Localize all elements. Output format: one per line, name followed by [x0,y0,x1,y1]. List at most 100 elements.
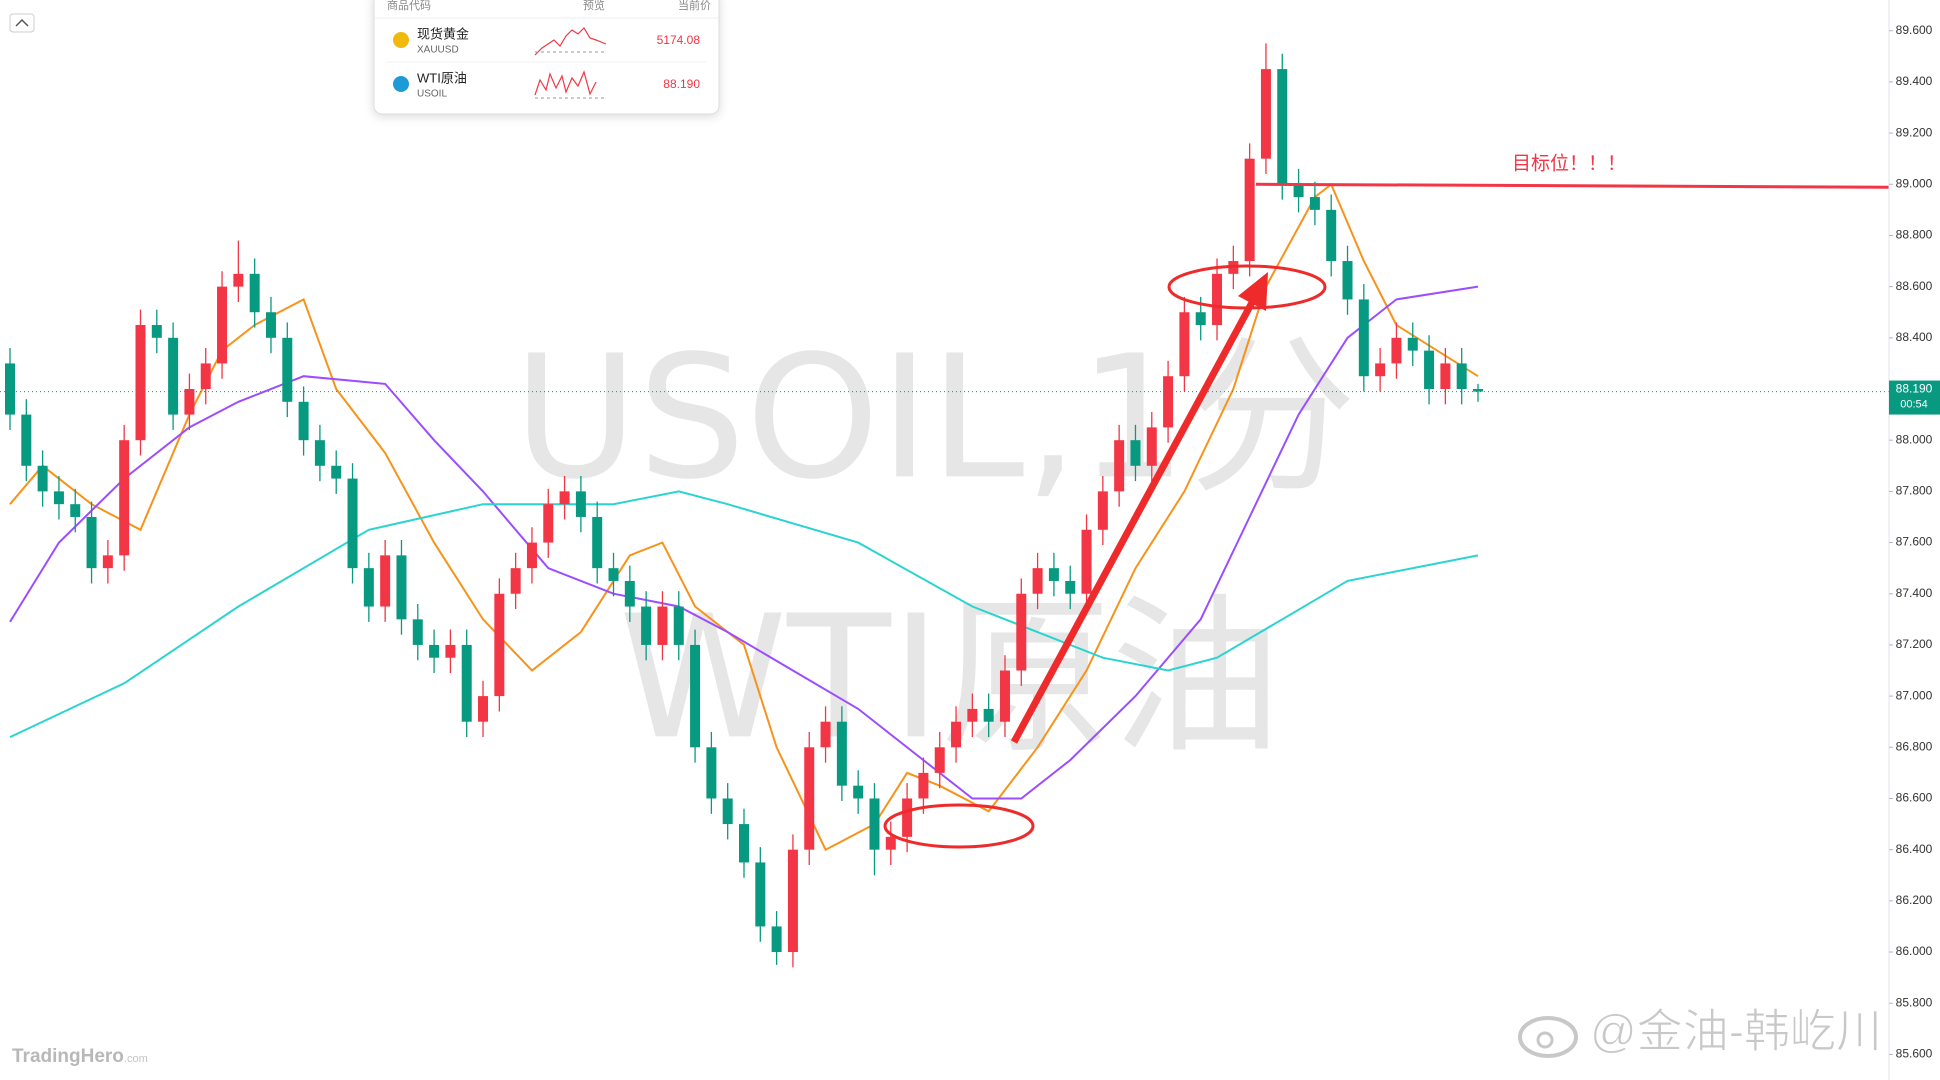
watchlist-panel: 商品代码 预览 当前价 现货黄金 XAUUSD 5174.08 WTI原油 US… [373,0,720,115]
candle-body [706,747,717,799]
candle-body [1473,389,1483,392]
target-label: 目标位！！！ [1512,152,1626,174]
candle-body [478,696,489,722]
candle-body [902,798,913,837]
candle-body [1391,337,1402,364]
candle-body [1146,427,1157,466]
candle-body [135,325,146,441]
candle-body [37,465,48,492]
symbol-code: USOIL [417,89,447,100]
candle-body [347,478,358,569]
weibo-icon [1536,1031,1554,1049]
candle-body [53,491,64,505]
candle-body [86,516,97,569]
symbol-price: 88.190 [663,77,700,91]
candle-body [983,708,994,722]
column-header: 预览 [583,0,605,12]
column-header: 商品代码 [387,0,431,12]
candle-body [119,440,130,556]
y-tick-label: 85.800 [1896,995,1933,1009]
y-tick-label: 89.600 [1896,23,1933,37]
candle-body [1358,299,1369,377]
candle-body [1163,376,1174,428]
candle-body [265,312,276,338]
y-tick-label: 85.600 [1896,1047,1933,1061]
candle-body [396,555,407,620]
y-tick-label: 86.600 [1896,791,1933,805]
y-tick-label: 88.000 [1896,432,1933,446]
candle-body [690,644,701,748]
candle-body [755,862,766,927]
candle-body [412,619,423,645]
candle-body [1260,69,1271,159]
candle-body [102,555,113,569]
y-tick-label: 88.600 [1896,279,1933,293]
candle-body [1326,209,1337,262]
last-price-box [1889,380,1940,415]
candle-body [298,401,309,441]
y-tick-label: 89.200 [1896,125,1933,139]
arrow-head [1238,272,1268,311]
collapse-button[interactable] [9,13,35,33]
candle-body [624,580,635,607]
candle-body [1375,363,1386,377]
symbol-price: 5174.08 [657,33,701,47]
candle-body [853,785,864,799]
target-line [1255,182,1889,189]
candle-body [494,593,505,697]
y-tick-label: 86.200 [1896,893,1933,907]
watermark: WTI原油 [619,579,1281,777]
candle-body [1048,568,1059,581]
background: USOIL,1分 WTI原油 [513,319,1356,777]
y-tick-label: 88.800 [1896,228,1933,242]
column-header: 当前价 [678,0,711,12]
ma-line [9,285,1479,800]
candle-body [722,798,733,825]
candle-body [967,708,978,722]
candle-body [771,926,782,953]
candle-body [217,286,228,364]
candle-body [1195,312,1206,326]
candle-body [934,747,945,773]
y-tick-label: 86.400 [1896,842,1933,856]
candle-body [445,644,456,658]
candle-body [1342,261,1353,300]
sparkline [534,70,597,96]
y-tick-label: 87.200 [1896,637,1933,651]
arrow-shaft [1010,295,1259,744]
candle-body [1065,580,1076,594]
candle-body [787,849,798,953]
candle-body [804,747,815,850]
logo: TradingHero [12,1046,124,1067]
watch-row[interactable]: 现货黄金 XAUUSD 5174.08 [393,26,701,56]
candle-body [429,644,440,658]
candle-body [1309,197,1320,210]
symbol-code: XAUUSD [417,45,459,56]
candle-body [363,568,374,607]
candle-body [510,568,521,594]
drawings [883,264,1327,849]
candle-body [673,606,684,645]
y-tick-label: 89.400 [1896,74,1933,88]
y-tick-label: 87.800 [1896,484,1933,498]
candle-body [282,337,293,402]
candle-body [184,389,195,415]
candle-body [1424,350,1435,390]
candle-body [641,606,652,645]
candle-body [1277,69,1288,185]
watch-row[interactable]: WTI原油 USOIL 88.190 [393,70,700,100]
candle-body [608,568,619,581]
candle-body [70,504,81,517]
candle-body [543,504,554,543]
icon [393,76,409,92]
candle-body [1407,337,1418,351]
weibo-handle: @金油-韩屹川 [1590,1005,1882,1057]
candle-body [1440,363,1451,390]
sparkline [534,27,607,56]
candle-body [200,363,211,390]
candle-body [5,363,15,415]
candle-body [1032,568,1043,594]
plot-area [0,43,1889,968]
candle-body [314,440,325,466]
